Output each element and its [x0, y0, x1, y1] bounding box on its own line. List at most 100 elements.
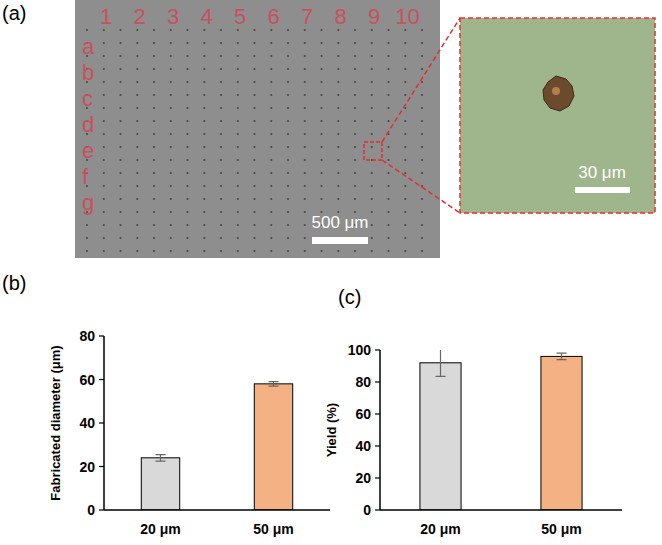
array-dot	[203, 42, 205, 44]
array-dot	[320, 120, 322, 122]
array-dot	[304, 224, 306, 226]
array-dot	[170, 42, 172, 44]
array-dot	[270, 133, 272, 135]
array-dot	[153, 146, 155, 148]
array-dot	[320, 42, 322, 44]
array-dot	[354, 133, 356, 135]
array-dot	[186, 237, 188, 239]
array-dot	[136, 81, 138, 83]
array-dot	[270, 42, 272, 44]
array-dot	[220, 198, 222, 200]
array-dot	[270, 55, 272, 57]
array-dot	[404, 81, 406, 83]
array-dot	[404, 237, 406, 239]
array-dot	[421, 107, 423, 109]
array-dot	[186, 198, 188, 200]
array-dot	[253, 224, 255, 226]
array-dot	[170, 133, 172, 135]
array-dot	[387, 211, 389, 213]
array-dot	[220, 211, 222, 213]
array-dot	[186, 120, 188, 122]
array-dot	[421, 237, 423, 239]
array-dot	[387, 159, 389, 161]
chart: (c)02040608010020 μm50 μmYield (%)	[324, 286, 622, 537]
array-dot	[153, 81, 155, 83]
array-dot	[186, 185, 188, 187]
array-dot	[387, 81, 389, 83]
array-dot	[354, 185, 356, 187]
array-dot	[253, 159, 255, 161]
array-dot	[404, 185, 406, 187]
array-dot	[103, 224, 105, 226]
array-dot	[404, 55, 406, 57]
array-dot	[371, 172, 373, 174]
array-dot	[270, 107, 272, 109]
array-dot	[253, 172, 255, 174]
array-dot	[119, 159, 121, 161]
array-dot	[270, 94, 272, 96]
array-dot	[237, 185, 239, 187]
array-dot	[253, 94, 255, 96]
array-dot	[203, 107, 205, 109]
array-dot	[287, 68, 289, 70]
chart: (b)02040608020 μm50 μmFabricated diamete…	[2, 272, 330, 537]
array-dot	[103, 55, 105, 57]
array-dot	[153, 94, 155, 96]
y-tick-label: 80	[79, 328, 95, 344]
array-dot	[136, 107, 138, 109]
column-label: 9	[368, 4, 380, 29]
array-dot	[220, 172, 222, 174]
scale-bar-label: 500 μm	[311, 213, 368, 232]
array-dot	[203, 198, 205, 200]
array-dot	[387, 198, 389, 200]
array-dot	[136, 29, 138, 31]
array-dot	[304, 250, 306, 252]
bar	[541, 356, 582, 510]
array-dot	[320, 68, 322, 70]
array-dot	[119, 185, 121, 187]
array-dot	[253, 107, 255, 109]
array-dot	[371, 211, 373, 213]
array-dot	[153, 29, 155, 31]
array-dot	[237, 133, 239, 135]
array-dot	[270, 172, 272, 174]
array-dot	[270, 29, 272, 31]
array-dot	[287, 185, 289, 187]
array-dot	[337, 81, 339, 83]
array-dot	[237, 211, 239, 213]
array-dot	[287, 55, 289, 57]
array-dot	[203, 224, 205, 226]
dot-array	[86, 29, 423, 252]
array-dot	[421, 159, 423, 161]
array-dot	[103, 172, 105, 174]
array-dot	[153, 211, 155, 213]
array-dot	[304, 146, 306, 148]
array-dot	[404, 224, 406, 226]
array-dot	[220, 120, 222, 122]
array-dot	[387, 94, 389, 96]
array-dot	[170, 224, 172, 226]
array-dot	[136, 120, 138, 122]
array-dot	[387, 68, 389, 70]
array-dot	[237, 94, 239, 96]
array-dot	[220, 146, 222, 148]
array-dot	[220, 68, 222, 70]
array-dot	[337, 120, 339, 122]
column-label: 4	[200, 4, 212, 29]
array-dot	[237, 29, 239, 31]
array-dot	[186, 159, 188, 161]
array-dot	[119, 211, 121, 213]
bar	[141, 458, 179, 510]
array-dot	[136, 159, 138, 161]
array-dot	[320, 55, 322, 57]
array-dot	[371, 237, 373, 239]
array-dot	[136, 198, 138, 200]
y-axis	[103, 336, 105, 510]
array-dot	[186, 81, 188, 83]
array-dot	[170, 172, 172, 174]
array-dot	[404, 211, 406, 213]
array-dot	[237, 68, 239, 70]
array-dot	[136, 237, 138, 239]
array-dot	[186, 133, 188, 135]
array-dot	[354, 29, 356, 31]
